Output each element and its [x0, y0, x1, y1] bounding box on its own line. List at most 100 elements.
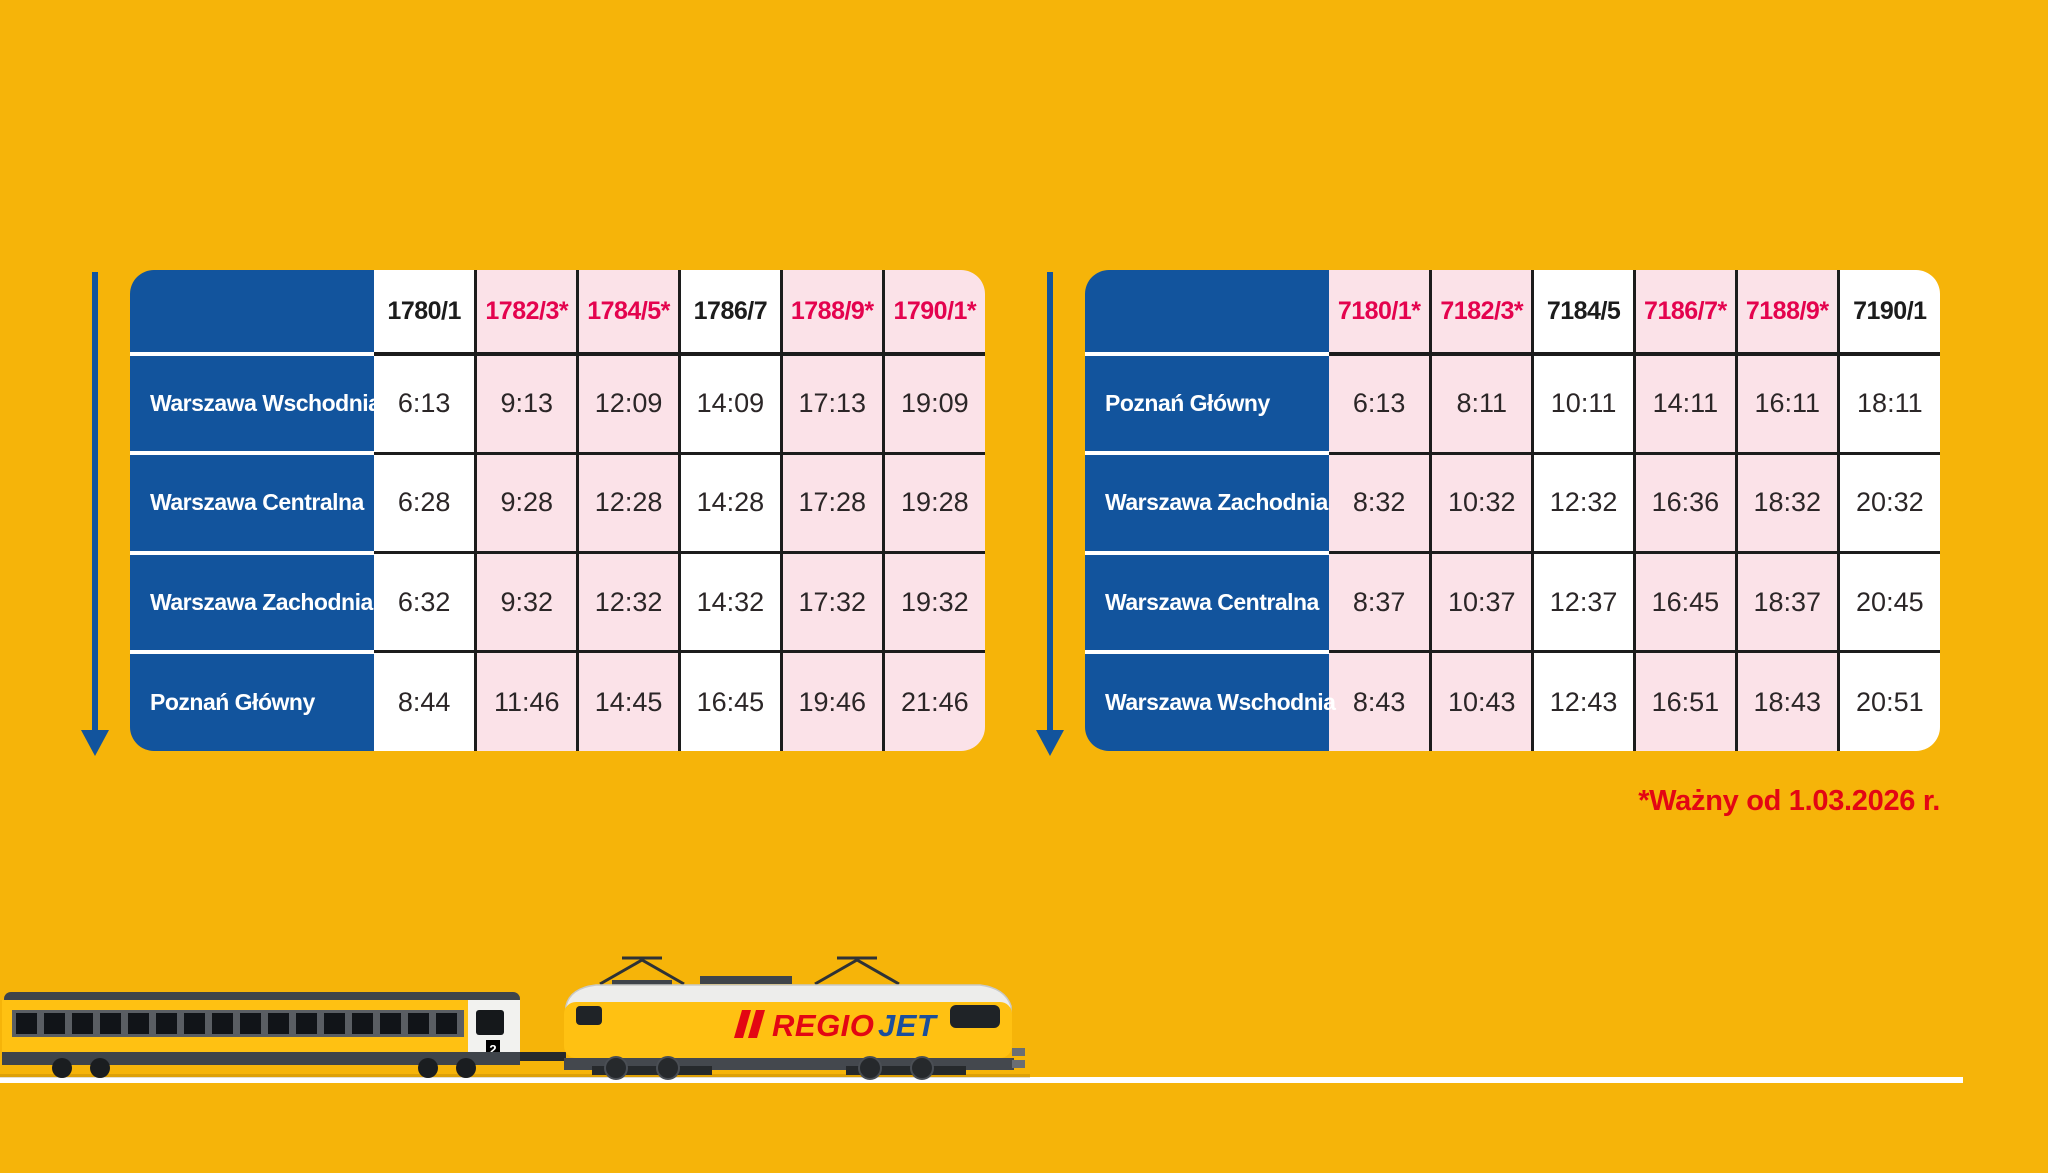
- train-number-cell: 1780/1: [374, 270, 478, 356]
- time-cell: 10:43: [1429, 650, 1535, 751]
- time-cell: 21:46: [881, 650, 985, 751]
- time-cell: 6:28: [374, 451, 478, 555]
- time-cell: 8:44: [374, 650, 478, 751]
- train-number-cell: 1782/3*: [474, 270, 580, 356]
- station-header-cell: [1085, 270, 1329, 356]
- time-cell: 18:37: [1734, 550, 1840, 654]
- station-cell: Warszawa Centralna: [130, 453, 374, 555]
- time-cell: 6:13: [1329, 352, 1433, 455]
- locomotive: REGIO JET: [564, 956, 1025, 1080]
- time-cell: 17:28: [779, 451, 885, 555]
- time-cell: 8:11: [1429, 352, 1535, 455]
- logo-regio-text: REGIO: [772, 1008, 874, 1043]
- time-cell: 20:32: [1836, 451, 1940, 555]
- time-cell: 6:32: [374, 550, 478, 654]
- train-number-cell: 7186/7*: [1632, 270, 1738, 356]
- header-row: 7180/1* 7182/3* 7184/5 7186/7* 7188/9* 7…: [1085, 270, 1940, 356]
- regiojet-slashes-icon: [734, 1010, 765, 1038]
- coupling: [520, 1052, 566, 1061]
- train-number-cell: 1786/7: [677, 270, 783, 356]
- timetable-table: 7180/1* 7182/3* 7184/5 7186/7* 7188/9* 7…: [1085, 270, 1940, 751]
- time-cell: 14:11: [1632, 352, 1738, 455]
- time-cell: 16:45: [677, 650, 783, 751]
- time-cell: 9:28: [474, 451, 580, 555]
- regiojet-logo: REGIO JET: [734, 1008, 939, 1043]
- time-cell: 19:32: [881, 550, 985, 654]
- train-number-cell: 7184/5: [1531, 270, 1636, 356]
- time-cell: 17:32: [779, 550, 885, 654]
- table-row: Poznań Główny 6:13 8:11 10:11 14:11 16:1…: [1085, 352, 1940, 456]
- time-cell: 10:37: [1429, 550, 1535, 654]
- time-cell: 12:37: [1531, 550, 1636, 654]
- coach-class-sign: 2: [489, 1042, 496, 1057]
- train-number-cell: 7182/3*: [1429, 270, 1535, 356]
- logo-jet-text: JET: [878, 1008, 939, 1043]
- train-number-cell: 7180/1*: [1329, 270, 1433, 356]
- time-cell: 14:09: [677, 352, 783, 455]
- station-cell: Warszawa Zachodnia: [1085, 453, 1329, 555]
- time-cell: 8:43: [1329, 650, 1433, 751]
- time-cell: 9:32: [474, 550, 580, 654]
- time-cell: 20:45: [1836, 550, 1940, 654]
- header-row: 1780/1 1782/3* 1784/5* 1786/7 1788/9* 17…: [130, 270, 985, 356]
- timetable-poznan-warszawa: 7180/1* 7182/3* 7184/5 7186/7* 7188/9* 7…: [1085, 270, 1940, 751]
- time-cell: 12:09: [576, 352, 681, 455]
- time-cell: 12:43: [1531, 650, 1636, 751]
- table-row: Poznań Główny 8:44 11:46 14:45 16:45 19:…: [130, 650, 985, 751]
- direction-arrow-down-left: [92, 272, 98, 730]
- time-cell: 16:11: [1734, 352, 1840, 455]
- train-number-cell: 7188/9*: [1734, 270, 1840, 356]
- time-cell: 10:32: [1429, 451, 1535, 555]
- time-cell: 16:45: [1632, 550, 1738, 654]
- train-illustration: 2: [0, 948, 1030, 1084]
- station-header-cell: [130, 270, 374, 356]
- pantograph-icon: [599, 956, 900, 986]
- table-row: Warszawa Centralna 8:37 10:37 12:37 16:4…: [1085, 550, 1940, 654]
- station-cell: Poznań Główny: [1085, 354, 1329, 456]
- timetable-warszawa-poznan: 1780/1 1782/3* 1784/5* 1786/7 1788/9* 17…: [130, 270, 985, 751]
- time-cell: 18:43: [1734, 650, 1840, 751]
- coach-windows: [16, 1013, 457, 1034]
- train-number-cell: 7190/1: [1836, 270, 1940, 356]
- train-svg: 2: [0, 956, 1030, 1080]
- table-row: Warszawa Wschodnia 8:43 10:43 12:43 16:5…: [1085, 650, 1940, 751]
- train-number-cell: 1790/1*: [881, 270, 985, 356]
- train-number-cell: 1788/9*: [779, 270, 885, 356]
- time-cell: 16:36: [1632, 451, 1738, 555]
- time-cell: 18:11: [1836, 352, 1940, 455]
- time-cell: 16:51: [1632, 650, 1738, 751]
- time-cell: 12:32: [576, 550, 681, 654]
- time-cell: 8:37: [1329, 550, 1433, 654]
- direction-arrow-down-right: [1047, 272, 1053, 730]
- table-row: Warszawa Zachodnia 8:32 10:32 12:32 16:3…: [1085, 451, 1940, 555]
- time-cell: 17:13: [779, 352, 885, 455]
- time-cell: 19:09: [881, 352, 985, 455]
- train-shadow: [0, 1074, 1030, 1078]
- station-cell: Poznań Główny: [130, 651, 374, 751]
- ground-line: [0, 1077, 1963, 1083]
- station-cell: Warszawa Wschodnia: [130, 354, 381, 456]
- time-cell: 18:32: [1734, 451, 1840, 555]
- time-cell: 20:51: [1836, 650, 1940, 751]
- station-cell: Warszawa Wschodnia: [1085, 651, 1336, 751]
- time-cell: 19:46: [779, 650, 885, 751]
- passenger-coach: 2: [2, 992, 520, 1078]
- station-cell: Warszawa Zachodnia: [130, 552, 374, 654]
- time-cell: 19:28: [881, 451, 985, 555]
- time-cell: 11:46: [474, 650, 580, 751]
- train-number-cell: 1784/5*: [576, 270, 681, 356]
- time-cell: 12:28: [576, 451, 681, 555]
- time-cell: 12:32: [1531, 451, 1636, 555]
- time-cell: 14:45: [576, 650, 681, 751]
- table-row: Warszawa Wschodnia 6:13 9:13 12:09 14:09…: [130, 352, 985, 456]
- table-row: Warszawa Zachodnia 6:32 9:32 12:32 14:32…: [130, 550, 985, 654]
- time-cell: 14:32: [677, 550, 783, 654]
- time-cell: 6:13: [374, 352, 478, 455]
- station-cell: Warszawa Centralna: [1085, 552, 1329, 654]
- timetable-table: 1780/1 1782/3* 1784/5* 1786/7 1788/9* 17…: [130, 270, 985, 751]
- time-cell: 14:28: [677, 451, 783, 555]
- time-cell: 10:11: [1531, 352, 1636, 455]
- table-row: Warszawa Centralna 6:28 9:28 12:28 14:28…: [130, 451, 985, 555]
- validity-footnote: *Ważny od 1.03.2026 r.: [1638, 785, 1940, 817]
- time-cell: 8:32: [1329, 451, 1433, 555]
